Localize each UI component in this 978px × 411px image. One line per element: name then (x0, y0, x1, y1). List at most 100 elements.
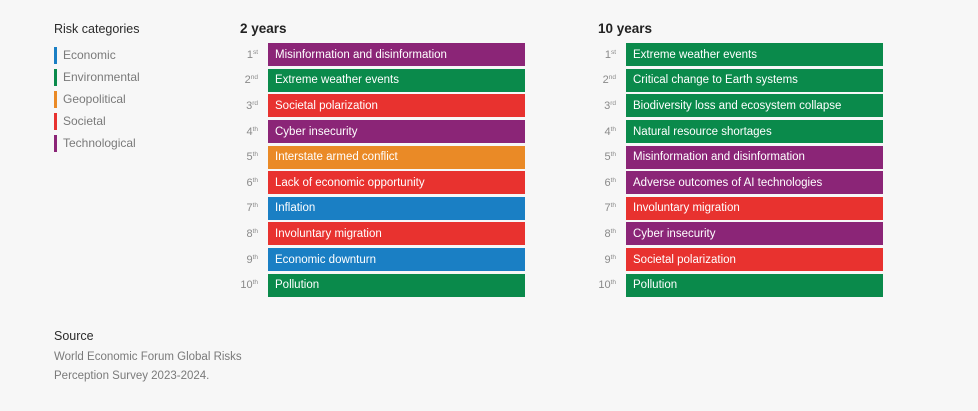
legend-item-economic: Economic (54, 44, 140, 66)
rank-number: 2 (602, 74, 609, 87)
risk-row: 2nd Extreme weather events (234, 68, 525, 94)
rank-label: 9th (592, 254, 626, 266)
risk-row: 7th Inflation (234, 196, 525, 222)
rank-label: 5th (234, 151, 268, 163)
risk-bar-geopolitical: Interstate armed conflict (268, 145, 525, 169)
rank-number: 5 (604, 151, 611, 164)
rank-suffix: rd (252, 99, 258, 107)
rank-suffix: th (252, 227, 258, 235)
risk-row: 6th Lack of economic opportunity (234, 170, 525, 196)
rank-number: 9 (604, 253, 611, 266)
rank-suffix: nd (250, 74, 258, 82)
rank-label: 8th (592, 228, 626, 240)
rank-label: 7th (592, 202, 626, 214)
risk-bar-societal: Involuntary migration (268, 222, 525, 246)
rank-number: 7 (246, 202, 253, 215)
legend-swatch-economic (54, 46, 57, 64)
rank-suffix: th (252, 125, 258, 133)
panel-rows: 1st Misinformation and disinformation 2nd E… (234, 42, 525, 298)
risk-bar-technological: Adverse outcomes of AI technologies (626, 171, 883, 195)
rank-suffix: th (610, 227, 616, 235)
rank-suffix: th (610, 253, 616, 261)
legend-swatch-geopolitical (54, 90, 57, 108)
rank-label: 2nd (234, 74, 268, 86)
risk-bar-environmental: Critical change to Earth systems (626, 68, 883, 92)
rank-label: 1st (592, 49, 626, 61)
rank-suffix: rd (610, 99, 616, 107)
rank-label: 6th (234, 177, 268, 189)
risk-row: 6th Adverse outcomes of AI technologies (592, 170, 883, 196)
risk-bar-environmental: Natural resource shortages (626, 120, 883, 144)
source-title: Source (54, 329, 94, 343)
rank-number: 8 (246, 227, 253, 240)
source-block: Source World Economic Forum Global Risks… (54, 329, 242, 386)
rank-suffix: th (610, 279, 616, 287)
risk-row: 3rd Biodiversity loss and ecosystem colla… (592, 93, 883, 119)
risk-categories-legend: Risk categories Economic Environmental Geo… (54, 22, 140, 154)
rank-label: 5th (592, 151, 626, 163)
rank-suffix: th (610, 202, 616, 210)
risk-row: 10th Pollution (592, 272, 883, 298)
panel-title: 2 years (240, 21, 287, 36)
rank-label: 9th (234, 254, 268, 266)
rank-number: 10 (598, 279, 611, 292)
risk-row: 7th Involuntary migration (592, 196, 883, 222)
risk-row: 4th Natural resource shortages (592, 119, 883, 145)
risk-row: 5th Interstate armed conflict (234, 144, 525, 170)
risk-bar-societal: Involuntary migration (626, 196, 883, 220)
rank-number: 9 (246, 253, 253, 266)
rank-number: 4 (246, 125, 253, 138)
risk-row: 9th Economic downturn (234, 247, 525, 273)
rank-label: 1st (234, 49, 268, 61)
legend-label: Economic (63, 48, 116, 62)
rank-suffix: th (252, 176, 258, 184)
rank-suffix: th (252, 253, 258, 261)
risk-row: 9th Societal polarization (592, 247, 883, 273)
risk-bar-technological: Cyber insecurity (268, 120, 525, 144)
rank-label: 7th (234, 202, 268, 214)
risk-row: 8th Cyber insecurity (592, 221, 883, 247)
risk-bar-technological: Misinformation and disinformation (626, 145, 883, 169)
risk-bar-technological: Cyber insecurity (626, 222, 883, 246)
rank-number: 4 (604, 125, 611, 138)
legend-item-environmental: Environmental (54, 66, 140, 88)
risk-row: 1st Misinformation and disinformation (234, 42, 525, 68)
risk-bar-societal: Societal polarization (268, 94, 525, 118)
risk-bar-technological: Misinformation and disinformation (268, 43, 525, 67)
risk-row: 5th Misinformation and disinformation (592, 144, 883, 170)
risk-row: 1st Extreme weather events (592, 42, 883, 68)
rank-suffix: st (252, 48, 258, 56)
rank-suffix: th (252, 279, 258, 287)
rank-number: 8 (604, 227, 611, 240)
risk-row: 10th Pollution (234, 272, 525, 298)
rank-number: 1 (246, 48, 253, 61)
risk-bar-environmental: Biodiversity loss and ecosystem collapse (626, 94, 883, 118)
rank-label: 10th (234, 279, 268, 291)
risk-bar-environmental: Pollution (626, 273, 883, 297)
panel-title: 10 years (598, 21, 653, 36)
legend-label: Geopolitical (63, 92, 126, 106)
legend-item-societal: Societal (54, 110, 140, 132)
risk-bar-environmental: Extreme weather events (268, 68, 525, 92)
risk-row: 4th Cyber insecurity (234, 119, 525, 145)
rank-number: 6 (604, 176, 611, 189)
panel-2-years: 2 years 1st Misinformation and disinforma… (234, 21, 525, 298)
legend-item-technological: Technological (54, 132, 140, 154)
legend-label: Societal (63, 114, 106, 128)
rank-label: 3rd (592, 100, 626, 112)
rank-number: 10 (240, 279, 253, 292)
rank-number: 6 (246, 176, 253, 189)
risk-row: 2nd Critical change to Earth systems (592, 68, 883, 94)
rank-label: 8th (234, 228, 268, 240)
legend-title: Risk categories (54, 22, 140, 36)
rank-suffix: th (610, 176, 616, 184)
rank-suffix: th (610, 125, 616, 133)
rank-number: 3 (604, 99, 611, 112)
rank-suffix: st (610, 48, 616, 56)
rank-label: 10th (592, 279, 626, 291)
rank-label: 3rd (234, 100, 268, 112)
rank-suffix: th (252, 151, 258, 159)
legend-label: Environmental (63, 70, 140, 84)
rank-label: 2nd (592, 74, 626, 86)
risk-bar-societal: Lack of economic opportunity (268, 171, 525, 195)
